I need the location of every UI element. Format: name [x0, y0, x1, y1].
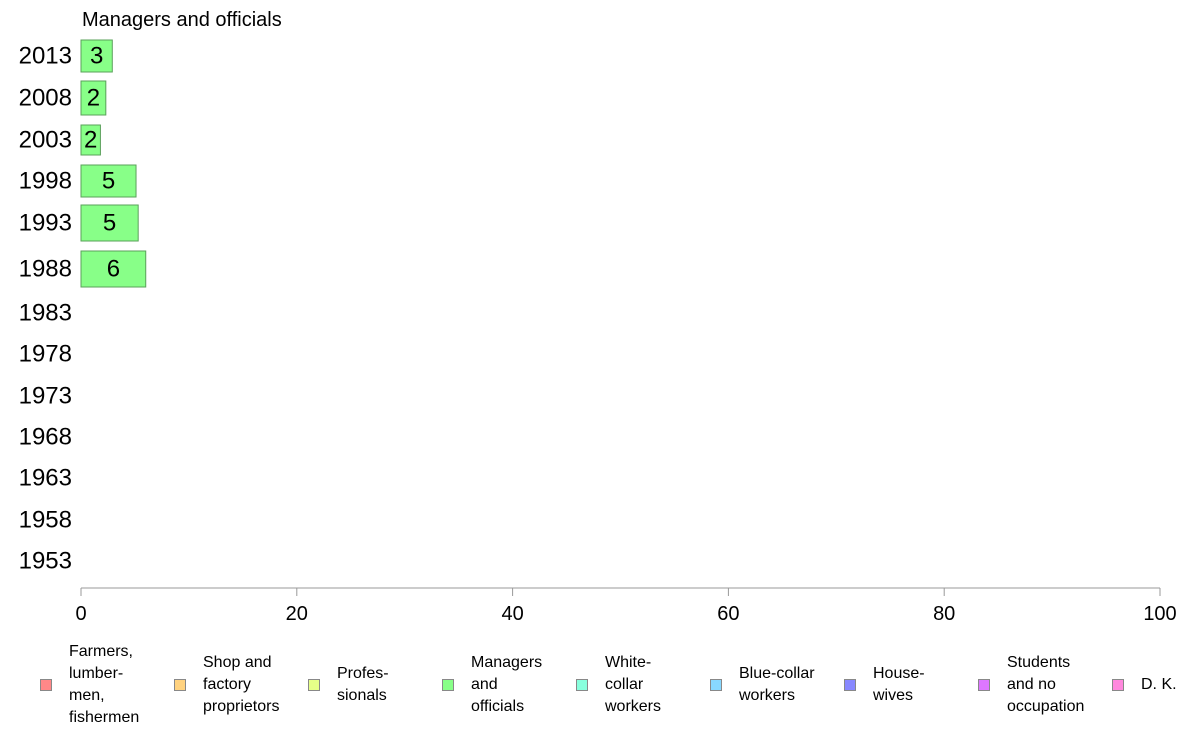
- y-tick-label: 1998: [19, 168, 72, 195]
- legend-label: House- wives: [873, 665, 925, 704]
- bar-data-label: 3: [90, 43, 103, 70]
- legend-swatch: [978, 679, 990, 691]
- legend-item: House- wives: [844, 640, 925, 730]
- legend-item: Students and no occupation: [978, 640, 1084, 730]
- x-tick-label: 40: [501, 603, 523, 625]
- x-tick-label: 0: [75, 603, 86, 625]
- bar: [80, 250, 147, 288]
- y-tick-label: 2013: [19, 43, 72, 70]
- legend-label: Blue-collar workers: [739, 665, 815, 704]
- y-tick-label: 2003: [19, 127, 72, 154]
- y-tick-label: 1978: [19, 341, 72, 368]
- legend-swatch: [844, 679, 856, 691]
- bar-data-label: 5: [103, 210, 116, 237]
- legend-swatch: [576, 679, 588, 691]
- legend-item: Farmers, lumber- men, fishermen: [40, 640, 139, 730]
- legend-swatch: [710, 679, 722, 691]
- y-tick-label: 1983: [19, 300, 72, 327]
- legend-swatch: [174, 679, 186, 691]
- legend-item: Managers and officials: [442, 640, 542, 730]
- legend-item: White- collar workers: [576, 640, 661, 730]
- y-tick-label: 1973: [19, 383, 72, 410]
- legend-item: Shop and factory proprietors: [174, 640, 279, 730]
- legend-swatch: [1112, 679, 1124, 691]
- x-tick-label: 80: [933, 603, 955, 625]
- bar: [80, 164, 137, 198]
- legend-swatch: [308, 679, 320, 691]
- y-tick-label: 1963: [19, 465, 72, 492]
- legend: Farmers, lumber- men, fishermen Shop and …: [0, 640, 1188, 730]
- bar-data-label: 6: [107, 256, 120, 283]
- bar-data-label: 5: [102, 168, 115, 195]
- x-tick-label: 100: [1143, 603, 1176, 625]
- y-tick-label: 1993: [19, 210, 72, 237]
- bar: [80, 39, 113, 73]
- legend-swatch: [40, 679, 52, 691]
- legend-label: D. K.: [1141, 676, 1177, 693]
- bar: [80, 204, 139, 242]
- y-tick-label: 1958: [19, 507, 72, 534]
- y-tick-label: 1968: [19, 424, 72, 451]
- bar-data-label: 2: [87, 85, 100, 112]
- legend-label: Managers and officials: [471, 654, 543, 715]
- legend-item: Blue-collar workers: [710, 640, 815, 730]
- y-tick-label: 1953: [19, 548, 72, 575]
- legend-item: Profes- sionals: [308, 640, 389, 730]
- legend-label: White- collar workers: [605, 654, 662, 715]
- legend-swatch: [442, 679, 454, 691]
- chart-title: Managers and officials: [82, 9, 282, 31]
- y-tick-label: 1988: [19, 256, 72, 283]
- x-tick-label: 60: [717, 603, 739, 625]
- legend-item: D. K.: [1112, 640, 1177, 730]
- legend-label: Profes- sionals: [337, 665, 389, 704]
- legend-label: Shop and factory proprietors: [203, 654, 280, 715]
- bar: [80, 80, 107, 116]
- x-tick-label: 20: [286, 603, 308, 625]
- bar: [80, 124, 101, 156]
- legend-label: Farmers, lumber- men, fishermen: [69, 643, 140, 726]
- y-tick-label: 2008: [19, 85, 72, 112]
- x-axis-ticks: 0 20 40 60 80 100: [75, 588, 1177, 625]
- legend-label: Students and no occupation: [1007, 654, 1085, 715]
- y-axis-labels: 2013 2008 2003 1998 1993 1988 1983 1978 1973 1968…: [19, 43, 72, 575]
- bar-data-label: 2: [84, 127, 97, 154]
